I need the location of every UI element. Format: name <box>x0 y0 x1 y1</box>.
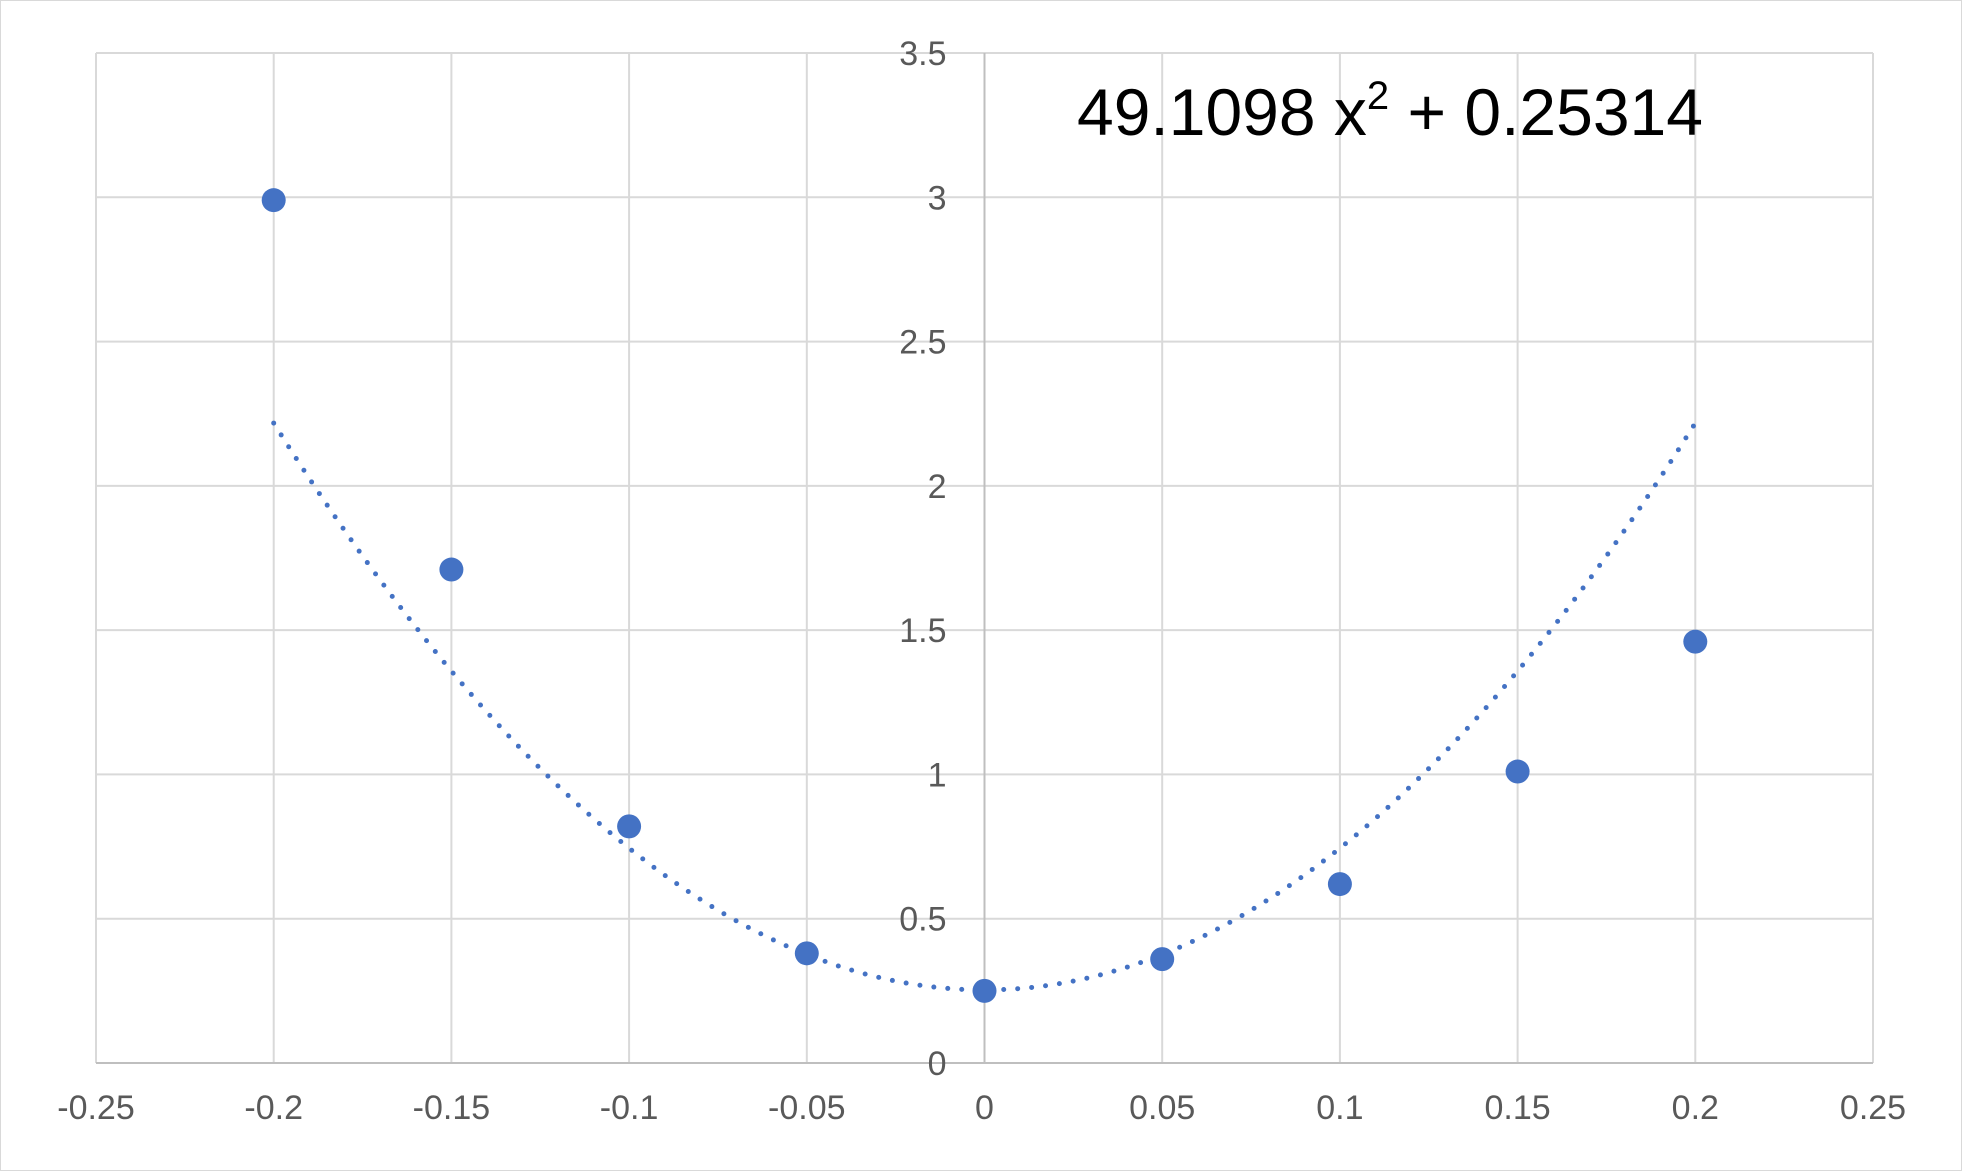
x-tick-label: -0.15 <box>413 1089 491 1127</box>
axes <box>96 53 1873 1064</box>
equation-main: 49.1098 x <box>1077 75 1367 149</box>
x-tick-label: -0.25 <box>57 1089 135 1127</box>
x-tick-label: -0.1 <box>600 1089 659 1127</box>
data-point <box>1505 759 1530 784</box>
data-point <box>617 814 642 839</box>
x-tick-label: 0.25 <box>1840 1089 1906 1127</box>
trendline <box>271 420 1698 993</box>
x-tick-labels: -0.25 -0.2 -0.15 -0.1 -0.05 0 0.05 0.1 0.15 0.2 0.… <box>57 1089 1906 1127</box>
y-tick-label: 0.5 <box>899 901 946 939</box>
equation-exponent: 2 <box>1367 74 1389 118</box>
data-point <box>972 978 997 1003</box>
y-tick-label: 0 <box>928 1045 947 1083</box>
x-tick-label: -0.05 <box>768 1089 846 1127</box>
data-point <box>1327 872 1352 897</box>
data-point <box>1683 629 1708 654</box>
data-point <box>794 941 819 966</box>
data-point <box>261 188 286 213</box>
y-tick-label: 3.5 <box>899 35 946 73</box>
y-tick-label: 1.5 <box>899 612 946 650</box>
y-tick-label: 3 <box>928 179 947 217</box>
x-tick-label: 0 <box>975 1089 994 1127</box>
x-tick-label: 0.1 <box>1316 1089 1363 1127</box>
x-tick-label: 0.05 <box>1129 1089 1195 1127</box>
y-tick-label: 2 <box>928 468 947 506</box>
data-points <box>261 188 1708 1003</box>
trendline-curve <box>271 420 1698 993</box>
x-tick-label: 0.2 <box>1672 1089 1719 1127</box>
x-tick-label: -0.2 <box>244 1089 303 1127</box>
data-point <box>1150 947 1175 972</box>
trendline-equation: 49.1098 x2 + 0.25314 <box>1077 74 1703 149</box>
y-tick-label: 1 <box>928 756 947 794</box>
data-point <box>439 557 464 582</box>
x-tick-label: 0.15 <box>1485 1089 1551 1127</box>
y-tick-label: 2.5 <box>899 324 946 362</box>
equation-tail: + 0.25314 <box>1389 75 1703 149</box>
y-tick-labels: 0 0.5 1 1.5 2 2.5 3 3.5 <box>899 35 946 1083</box>
